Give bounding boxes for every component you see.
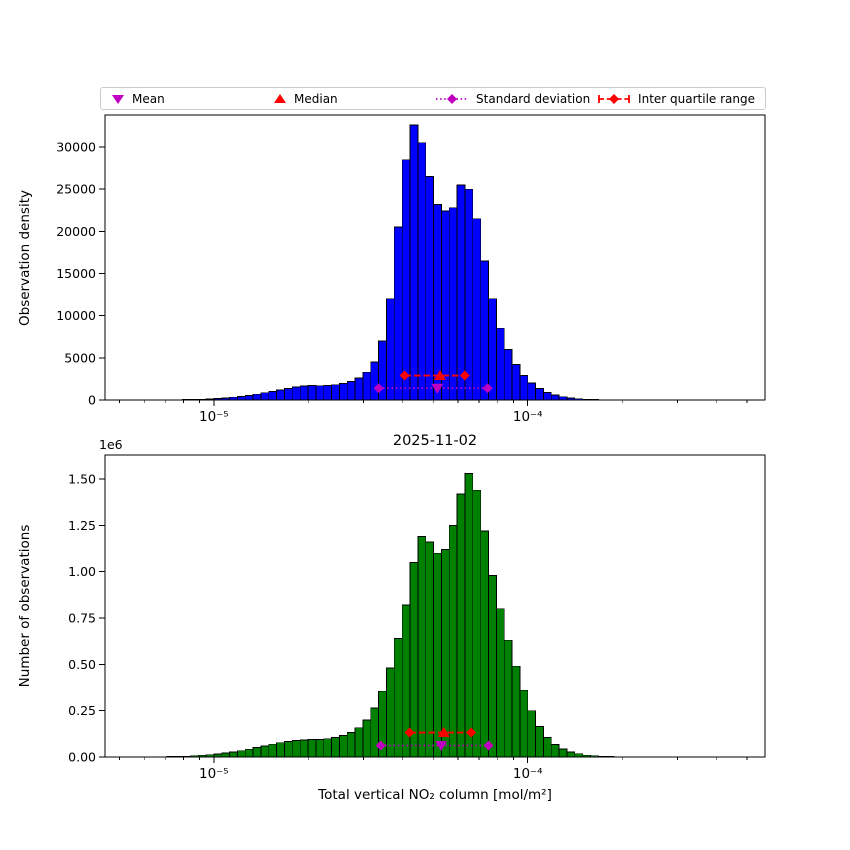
legend-label-mean: Mean bbox=[132, 91, 165, 106]
top-y-axis-label: Observation density bbox=[17, 190, 33, 326]
svg-text:10⁻⁵: 10⁻⁵ bbox=[199, 409, 229, 425]
svg-text:0.25: 0.25 bbox=[68, 703, 96, 718]
median-triangle-up-icon bbox=[273, 93, 287, 105]
legend-label-iqr: Inter quartile range bbox=[638, 91, 755, 106]
svg-text:30000: 30000 bbox=[56, 140, 96, 155]
svg-text:5000: 5000 bbox=[64, 350, 96, 365]
observation-density-histogram: 10⁻⁵ 10⁻⁴ 0 5000 10000 15000 20000 25000 30000 bbox=[56, 114, 766, 425]
svg-text:0.50: 0.50 bbox=[68, 657, 96, 672]
legend-label-median: Median bbox=[294, 91, 338, 106]
number-of-observations-histogram-stats-markers bbox=[375, 726, 494, 752]
legend: Mean Median Standard deviation bbox=[100, 87, 766, 110]
y-axis-offset-label: 1e6 bbox=[99, 437, 123, 452]
svg-text:10⁻⁴: 10⁻⁴ bbox=[513, 766, 543, 782]
svg-text:10000: 10000 bbox=[56, 308, 96, 323]
svg-text:25000: 25000 bbox=[56, 182, 96, 197]
legend-entry-median: Median bbox=[273, 92, 435, 106]
svg-text:0: 0 bbox=[88, 393, 96, 408]
number-of-observations-histogram: 10⁻⁵ 10⁻⁴ 0.00 0.25 0.50 0.75 1.00 1.25 1.50 bbox=[68, 454, 766, 782]
svg-text:1.50: 1.50 bbox=[68, 472, 96, 487]
x-axis-label: Total vertical NO₂ column [mol/m²] bbox=[318, 787, 552, 803]
svg-text:1.25: 1.25 bbox=[68, 518, 96, 533]
observation-density-histogram-axes-ticks bbox=[99, 146, 748, 406]
legend-entry-std: Standard deviation bbox=[435, 92, 597, 106]
svg-text:0.75: 0.75 bbox=[68, 611, 96, 626]
svg-text:10⁻⁵: 10⁻⁵ bbox=[199, 766, 229, 782]
svg-text:15000: 15000 bbox=[56, 266, 96, 281]
bottom-y-axis-label: Number of observations bbox=[17, 524, 33, 688]
observation-density-histogram-stats-markers bbox=[373, 369, 493, 394]
svg-text:20000: 20000 bbox=[56, 224, 96, 239]
svg-text:1.00: 1.00 bbox=[68, 564, 96, 579]
number-of-observations-histogram-axes-ticks bbox=[99, 478, 748, 763]
legend-entry-mean: Mean bbox=[111, 92, 273, 106]
bottom-plot-title: 2025-11-02 bbox=[392, 433, 478, 449]
std-deviation-diamond-dotted-icon bbox=[435, 93, 469, 105]
legend-entry-iqr: Inter quartile range bbox=[597, 92, 755, 106]
number-of-observations-histogram-bars bbox=[166, 473, 638, 758]
svg-text:10⁻⁴: 10⁻⁴ bbox=[513, 409, 543, 425]
iqr-diamond-dashed-icon bbox=[597, 93, 631, 105]
svg-text:0.00: 0.00 bbox=[68, 750, 96, 765]
observation-density-histogram-bars bbox=[166, 124, 638, 401]
legend-label-std: Standard deviation bbox=[476, 91, 591, 106]
mean-triangle-down-icon bbox=[111, 93, 125, 105]
